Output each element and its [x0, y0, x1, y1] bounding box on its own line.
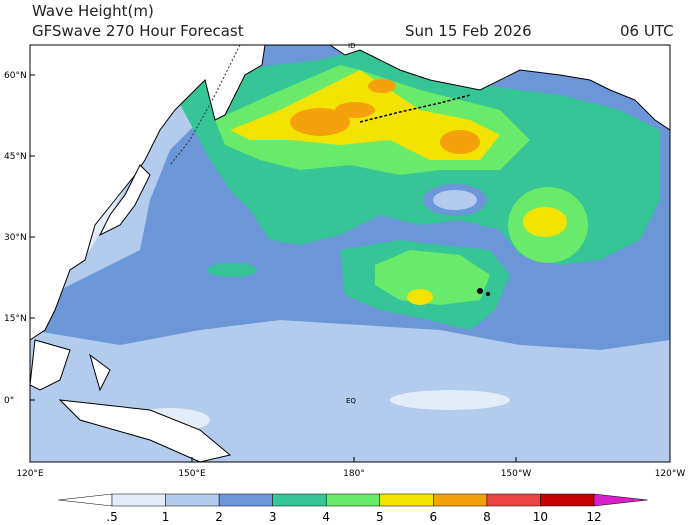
lat-label: 45°N — [4, 152, 27, 162]
colorbar-label: 2 — [215, 510, 223, 524]
land — [29, 44, 266, 341]
date: Sun 15 Feb 2026 — [405, 22, 532, 40]
map-frame — [29, 44, 671, 463]
colorbar-bin — [111, 493, 166, 507]
wave-field — [368, 79, 396, 93]
colorbar-bin — [540, 493, 595, 507]
wave-field — [375, 250, 490, 305]
wave-field — [440, 130, 480, 154]
colorbar-label: .5 — [106, 510, 117, 524]
lon-label: 120°W — [655, 469, 686, 479]
map-label: EQ — [346, 397, 356, 405]
title: Wave Height(m) — [32, 2, 154, 20]
island-chain — [359, 94, 471, 123]
colorbar-label: 3 — [269, 510, 277, 524]
colorbar-label: 12 — [586, 510, 601, 524]
colorbar-label: 4 — [322, 510, 330, 524]
lat-label: 30°N — [4, 233, 27, 243]
land — [98, 164, 151, 237]
wave-field — [433, 190, 477, 210]
time: 06 UTC — [620, 22, 674, 40]
colorbar-bin — [325, 493, 381, 507]
map: ID EQ — [29, 42, 671, 463]
colorbar: .5 1 2 3 4 5 6 8 10 12 — [58, 493, 648, 524]
lon-label: 150°E — [178, 469, 206, 479]
lat-label: 15°N — [4, 314, 27, 324]
map-label: ID — [348, 42, 355, 50]
lon-label: 180° — [343, 469, 365, 479]
colorbar-label: 10 — [533, 510, 548, 524]
land — [89, 353, 111, 392]
colorbar-bin — [165, 493, 220, 507]
colorbar-end — [593, 493, 648, 507]
colorbar-label: 5 — [376, 510, 384, 524]
colorbar-bin — [433, 493, 488, 507]
island — [477, 288, 483, 294]
land — [328, 44, 671, 131]
colorbar-label: 6 — [430, 510, 438, 524]
colorbar-bin — [272, 493, 327, 507]
colorbar-label: 8 — [483, 510, 491, 524]
colorbar-bin — [486, 493, 541, 507]
wave-field — [207, 263, 257, 277]
lon-label: 150°W — [501, 469, 532, 479]
lat-label: 0° — [4, 396, 14, 406]
colorbar-bin — [379, 493, 434, 507]
wave-field — [390, 390, 510, 410]
lat-label: 60°N — [4, 71, 27, 81]
island-chain — [169, 44, 241, 166]
land — [58, 399, 232, 463]
wave-field — [407, 289, 433, 305]
colorbar-bin — [218, 493, 273, 507]
wave-field — [523, 207, 567, 237]
wave-field — [335, 102, 375, 118]
land — [29, 339, 71, 391]
wave-field — [290, 108, 350, 136]
colorbar-label: 1 — [162, 510, 170, 524]
colorbar-end — [58, 493, 113, 507]
axes: 60°N 45°N 30°N 15°N 0° 120°E 150°E 180° 150°W 120… — [4, 71, 685, 479]
subtitle: GFSwave 270 Hour Forecast — [32, 22, 244, 40]
lon-label: 120°E — [16, 469, 44, 479]
island — [486, 292, 490, 296]
